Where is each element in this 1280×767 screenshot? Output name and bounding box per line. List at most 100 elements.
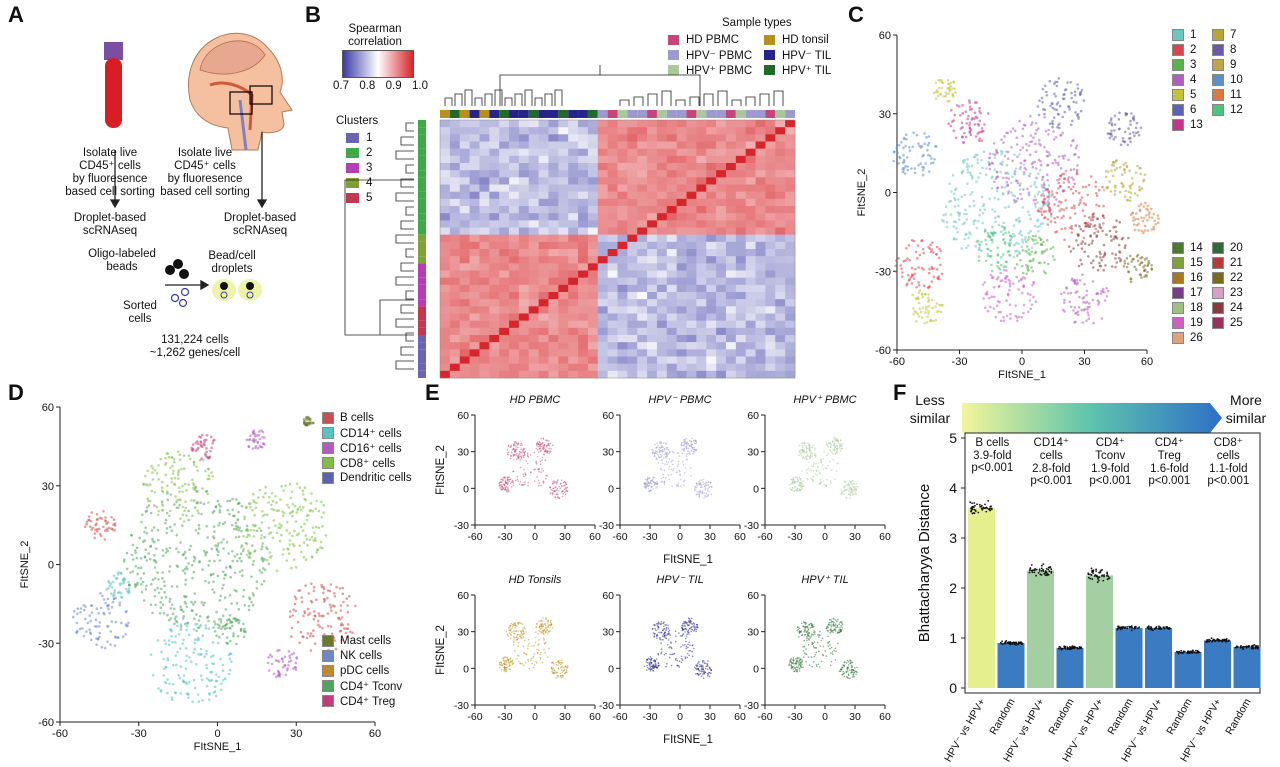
heatmap-cell: [676, 335, 687, 343]
heatmap-cell: [597, 284, 608, 293]
tsne-point: [657, 462, 660, 464]
tsne-point: [1125, 256, 1129, 260]
tsne-point: [187, 633, 191, 637]
tsne-point: [307, 613, 310, 617]
heatmap-cell: [706, 227, 717, 235]
tsne-point: [196, 448, 199, 451]
tsne-point: [1044, 210, 1047, 213]
heatmap-cell: [647, 292, 658, 300]
heatmap-cell: [558, 313, 569, 321]
tsne-point: [1142, 231, 1145, 235]
heatmap-cell: [597, 342, 608, 350]
tsne-point: [1095, 235, 1098, 239]
heatmap-cell: [479, 191, 490, 200]
tsne-point: [300, 596, 303, 599]
heatmap-cell: [627, 127, 638, 135]
legend-swatch: [346, 162, 359, 173]
tsne-point: [963, 237, 966, 241]
heatmap-cell: [459, 163, 470, 171]
heatmap-cell: [548, 220, 559, 228]
heatmap-cell: [696, 335, 707, 343]
heatmap-cell: [607, 120, 618, 128]
tsne-point: [512, 484, 515, 487]
tsne-point: [160, 587, 163, 591]
heatmap-cell: [440, 342, 451, 350]
tsne-point: [153, 595, 157, 598]
heatmap-cell: [676, 249, 687, 257]
tsne-point: [1019, 230, 1022, 233]
tsne-point: [1002, 176, 1005, 180]
heatmap-cell: [449, 327, 461, 336]
tsne-point: [997, 223, 1001, 227]
heatmap-cell: [440, 134, 451, 142]
tsne-point: [199, 501, 202, 504]
legend-item: 5: [1172, 87, 1212, 102]
tsne-point: [541, 445, 543, 448]
tsne-point: [1123, 246, 1127, 250]
heatmap-cell: [666, 227, 677, 235]
heatmap-cell: [617, 299, 628, 307]
tsne-point: [1015, 275, 1018, 279]
tsne-point: [678, 469, 681, 472]
tsne-point: [240, 504, 244, 508]
heatmap-cell: [587, 335, 599, 343]
heatmap-cell: [499, 284, 510, 293]
dendrogram-branch: [633, 96, 644, 106]
tsne-point: [324, 534, 328, 537]
heatmap-cell: [686, 170, 697, 178]
tsne-point: [1046, 155, 1050, 158]
heatmap-cell: [706, 191, 717, 200]
heatmap-cell: [617, 220, 628, 228]
tsne-point: [1129, 119, 1132, 123]
heatmap-cell: [775, 234, 786, 243]
heatmap-cell: [637, 141, 648, 149]
heatmap-cell: [607, 177, 618, 185]
heatmap-cell: [765, 241, 776, 250]
tsne-point: [304, 423, 307, 427]
tsne-point: [103, 538, 107, 541]
legend-item: B cells: [322, 410, 432, 425]
heatmap-cell: [479, 306, 490, 314]
heatmap-cell: [627, 148, 638, 157]
panel-a-right-method: Droplet-based scRNAseq: [210, 212, 310, 238]
tsne-point: [1017, 279, 1021, 283]
heatmap-cell: [735, 184, 746, 192]
heatmap-cell: [676, 191, 687, 200]
heatmap-cell: [647, 213, 658, 221]
tsne-point: [169, 607, 173, 610]
tsne-point: [1008, 280, 1012, 283]
legend-item: 3: [1172, 57, 1212, 72]
heatmap-cell: [656, 234, 668, 243]
tsne-point: [316, 619, 320, 623]
heatmap-cell: [785, 177, 796, 185]
tsne-point: [981, 221, 984, 225]
cluster-row-cell: [418, 363, 426, 371]
heatmap-cell: [568, 342, 579, 350]
tsne-point: [536, 449, 539, 451]
tsne-point: [1046, 204, 1050, 208]
heatmap-cell: [775, 320, 786, 329]
heatmap-cell: [548, 327, 559, 336]
tsne-point: [1064, 169, 1068, 173]
tsne-point: [976, 158, 979, 162]
tsne-point: [1028, 174, 1031, 178]
heatmap-cell: [469, 127, 480, 135]
tsne-point: [1005, 163, 1009, 167]
tick-label: 1.0: [411, 80, 428, 92]
tsne-point: [986, 309, 990, 313]
heatmap-cell: [518, 277, 530, 286]
tsne-point: [193, 557, 197, 560]
tsne-point: [172, 469, 175, 473]
tsne-point: [181, 490, 184, 494]
tsne-point: [670, 473, 673, 476]
tsne-point: [1049, 215, 1053, 218]
tsne-point: [207, 698, 211, 702]
tsne-point: [197, 653, 200, 656]
heatmap-cell: [775, 256, 786, 264]
tsne-point: [185, 489, 188, 492]
legend-item: 9: [1212, 57, 1252, 72]
tsne-point: [1053, 108, 1056, 111]
tsne-point: [1129, 191, 1133, 195]
heatmap-cell: [716, 292, 727, 300]
tsne-point: [1140, 229, 1143, 233]
